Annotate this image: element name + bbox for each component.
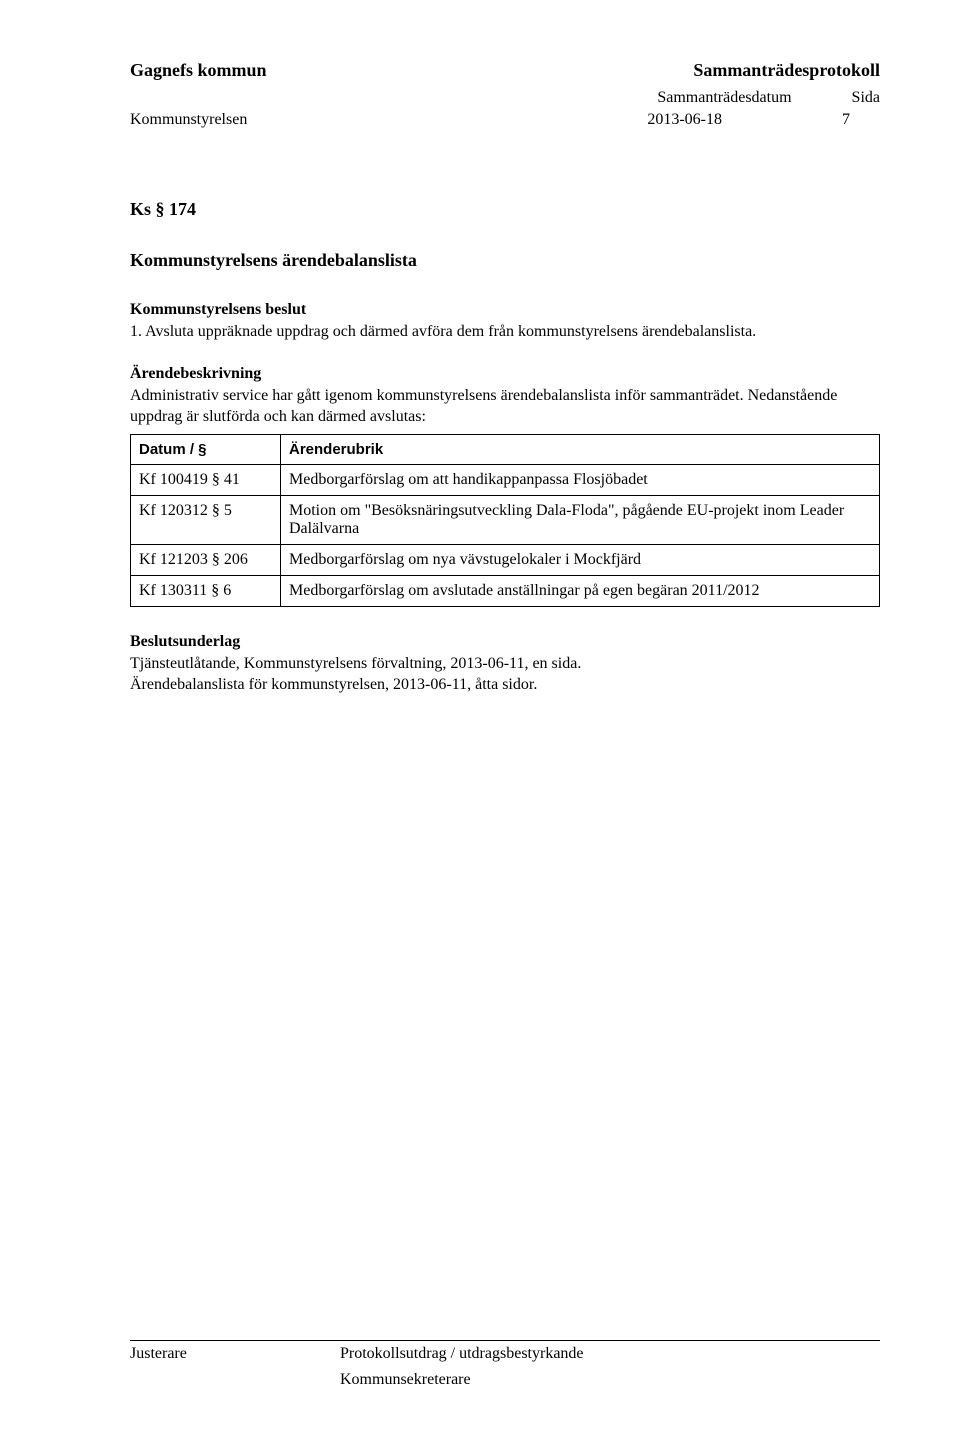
decision-text: 1. Avsluta uppräknade uppdrag och därmed… — [130, 321, 880, 343]
date-label: Sammanträdesdatum — [657, 89, 791, 107]
footer-justerare: Justerare — [130, 1345, 340, 1363]
footer-protokoll: Protokollsutdrag / utdragsbestyrkande — [340, 1345, 880, 1363]
ks-number: Ks § 174 — [130, 199, 880, 220]
cell-date: Kf 120312 § 5 — [131, 495, 281, 544]
body-name: Kommunstyrelsen — [130, 111, 647, 129]
table-header-row: Datum / § Ärenderubrik — [131, 434, 880, 464]
cell-subject: Medborgarförslag om nya vävstugelokaler … — [281, 544, 880, 575]
page-label: Sida — [852, 89, 880, 107]
decision-heading: Kommunstyrelsens beslut — [130, 301, 880, 319]
page-number: 7 — [842, 111, 850, 129]
table-row: Kf 100419 § 41 Medborgarförslag om att h… — [131, 464, 880, 495]
header-values-row: Kommunstyrelsen 2013-06-18 7 — [130, 111, 880, 129]
table-row: Kf 130311 § 6 Medborgarförslag om avslut… — [131, 575, 880, 606]
spacer — [130, 89, 657, 107]
description-text: Administrativ service har gått igenom ko… — [130, 385, 880, 428]
document-title: Kommunstyrelsens ärendebalanslista — [130, 250, 880, 271]
basis-heading: Beslutsunderlag — [130, 633, 880, 651]
col-header-subject: Ärenderubrik — [281, 434, 880, 464]
table-row: Kf 121203 § 206 Medborgarförslag om nya … — [131, 544, 880, 575]
basis-line-2: Ärendebalanslista för kommunstyrelsen, 2… — [130, 674, 880, 696]
cell-date: Kf 121203 § 206 — [131, 544, 281, 575]
description-heading: Ärendebeskrivning — [130, 365, 880, 383]
doc-type: Sammanträdesprotokoll — [693, 60, 880, 81]
cell-subject: Motion om "Besöksnäringsutveckling Dala-… — [281, 495, 880, 544]
cell-date: Kf 100419 § 41 — [131, 464, 281, 495]
footer-divider — [130, 1340, 880, 1341]
org-name: Gagnefs kommun — [130, 60, 267, 81]
assignments-table: Datum / § Ärenderubrik Kf 100419 § 41 Me… — [130, 434, 880, 607]
table-row: Kf 120312 § 5 Motion om "Besöksnäringsut… — [131, 495, 880, 544]
header-labels-row: Sammanträdesdatum Sida — [130, 89, 880, 107]
header-top-row: Gagnefs kommun Sammanträdesprotokoll — [130, 60, 880, 81]
page-footer: Justerare Protokollsutdrag / utdragsbest… — [130, 1340, 880, 1389]
col-header-date: Datum / § — [131, 434, 281, 464]
footer-sekreterare: Kommunsekreterare — [340, 1371, 880, 1389]
cell-subject: Medborgarförslag om att handikappanpassa… — [281, 464, 880, 495]
cell-date: Kf 130311 § 6 — [131, 575, 281, 606]
basis-line-1: Tjänsteutlåtande, Kommunstyrelsens förva… — [130, 653, 880, 675]
cell-subject: Medborgarförslag om avslutade anställnin… — [281, 575, 880, 606]
meeting-date: 2013-06-18 — [647, 111, 722, 129]
